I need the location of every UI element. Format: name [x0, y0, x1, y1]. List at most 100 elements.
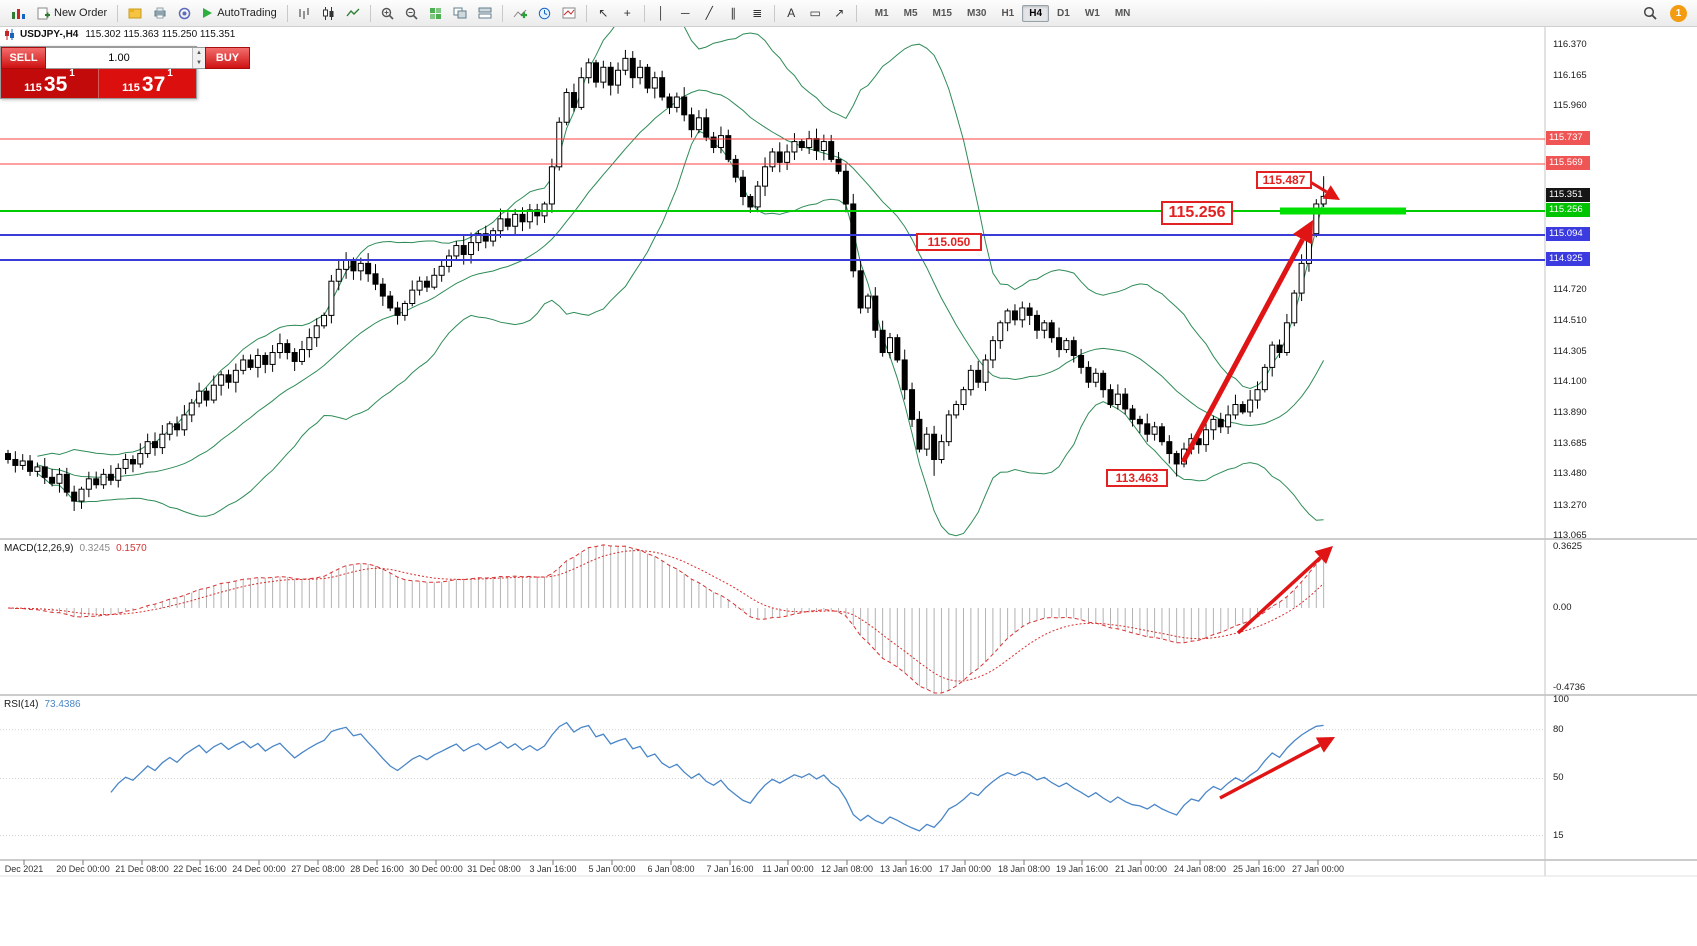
zoom-out-button[interactable] [400, 2, 423, 24]
date-label: 17 Jan 00:00 [938, 864, 992, 874]
crosshair-button[interactable]: + [616, 2, 639, 24]
print-button[interactable] [148, 2, 172, 24]
timeframe-m15[interactable]: M15 [926, 5, 959, 22]
cursor-button[interactable]: ↖ [592, 2, 615, 24]
sell-button[interactable]: SELL [1, 47, 46, 69]
templates-button[interactable] [557, 2, 581, 24]
price-callout[interactable]: 115.256 [1161, 201, 1233, 225]
tile-windows-button[interactable] [424, 2, 447, 24]
lot-spinner: ▲ ▼ [192, 48, 205, 68]
line-chart-button[interactable] [341, 2, 365, 24]
candle-body [166, 423, 173, 435]
price-callout[interactable]: 113.463 [1106, 469, 1168, 487]
autotrading-label: AutoTrading [217, 7, 277, 19]
candle-body [967, 369, 974, 391]
toolbar-separator [501, 4, 503, 22]
candle-body [1298, 262, 1305, 294]
candle-body [1151, 426, 1158, 435]
trend-arrow-head[interactable] [1314, 546, 1333, 564]
timeframe-h4[interactable]: H4 [1022, 4, 1050, 22]
text-tool-button[interactable]: A [780, 2, 803, 24]
candlestick-button[interactable] [317, 2, 340, 24]
search-button[interactable] [1638, 2, 1662, 24]
lot-increase-button[interactable]: ▲ [193, 48, 205, 58]
candle-body [387, 295, 394, 309]
fibonacci-button[interactable]: ≣ [746, 2, 769, 24]
candle-body [63, 473, 70, 493]
timeframe-m30[interactable]: M30 [960, 5, 993, 22]
trend-arrow-head[interactable] [1315, 737, 1335, 753]
candle-body [1063, 340, 1070, 351]
candle-body [923, 433, 930, 450]
candle-body [1173, 453, 1180, 465]
candle-body [769, 151, 776, 168]
date-label: 13 Jan 16:00 [879, 864, 933, 874]
date-label: 22 Dec 16:00 [173, 864, 227, 874]
buy-button[interactable]: BUY [205, 47, 250, 69]
candle-body [225, 374, 232, 383]
arrange-windows-icon [453, 7, 467, 19]
vertical-line-button[interactable]: │ [650, 2, 673, 24]
candle-body [864, 295, 871, 309]
trendline-icon: ╱ [705, 6, 713, 20]
price-callout[interactable]: 115.487 [1256, 171, 1312, 189]
trend-arrow[interactable] [1180, 238, 1305, 464]
new-order-button[interactable]: New Order [32, 2, 112, 24]
cascade-windows-button[interactable] [473, 2, 497, 24]
trend-arrow[interactable] [1236, 556, 1322, 635]
candle-body [27, 460, 34, 472]
candle-body [688, 114, 695, 131]
shapes-button[interactable]: ↗ [828, 2, 851, 24]
sell-price[interactable]: 115 35 1 [1, 69, 99, 98]
candle-body [725, 135, 732, 160]
trend-arrow[interactable] [1219, 743, 1321, 800]
rsi-value: 73.4386 [44, 699, 81, 710]
candle-body [468, 242, 475, 255]
autotrading-button[interactable]: AutoTrading [197, 2, 282, 24]
candle-body [607, 66, 614, 86]
candle-body [1239, 404, 1246, 413]
timeframe-mn[interactable]: MN [1108, 5, 1138, 22]
timeframe-h1[interactable]: H1 [994, 5, 1021, 22]
price-callout[interactable]: 115.050 [916, 233, 982, 251]
periods-button[interactable] [533, 2, 556, 24]
sell-pipette: 1 [69, 68, 75, 79]
timeframe-m5[interactable]: M5 [897, 5, 925, 22]
new-order-icon [37, 7, 50, 19]
trend-arrow-head[interactable] [1322, 185, 1340, 200]
indicators-button[interactable] [508, 2, 532, 24]
candle-body [975, 369, 982, 383]
zoom-in-button[interactable] [376, 2, 399, 24]
timeframe-group: M1 M5 M15 M30 H1 H4 D1 W1 MN [868, 4, 1138, 22]
candle-body [1269, 344, 1276, 368]
zoom-out-icon [405, 7, 418, 20]
lot-size-input[interactable] [46, 48, 192, 68]
metaeditor-button[interactable] [123, 2, 147, 24]
channel-button[interactable]: ∥ [722, 2, 745, 24]
arrange-windows-button[interactable] [448, 2, 472, 24]
timeframe-m1[interactable]: M1 [868, 5, 896, 22]
candle-body [931, 433, 938, 460]
trend-arrow-head[interactable] [1292, 220, 1313, 245]
date-label: 18 Jan 08:00 [997, 864, 1051, 874]
candle-body [137, 453, 144, 465]
lot-decrease-button[interactable]: ▼ [193, 58, 205, 68]
text-label-button[interactable]: ▭ [804, 2, 827, 24]
candle-body [181, 414, 188, 431]
buy-price[interactable]: 115 37 1 [99, 69, 196, 98]
candle-body [174, 423, 181, 431]
candle-body [5, 453, 11, 460]
new-chart-button[interactable] [6, 2, 31, 24]
date-label: 11 Jan 00:00 [762, 864, 814, 874]
horizontal-line-button[interactable]: ─ [674, 2, 697, 24]
candle-body [335, 268, 342, 282]
print-icon [154, 7, 166, 19]
notification-badge[interactable]: 1 [1670, 4, 1687, 22]
timeframe-d1[interactable]: D1 [1050, 5, 1077, 22]
trendline-button[interactable]: ╱ [698, 2, 721, 24]
timeframe-w1[interactable]: W1 [1078, 5, 1107, 22]
data-window-button[interactable] [173, 2, 196, 24]
candle-body [299, 349, 305, 362]
bar-chart-button[interactable] [293, 2, 316, 24]
